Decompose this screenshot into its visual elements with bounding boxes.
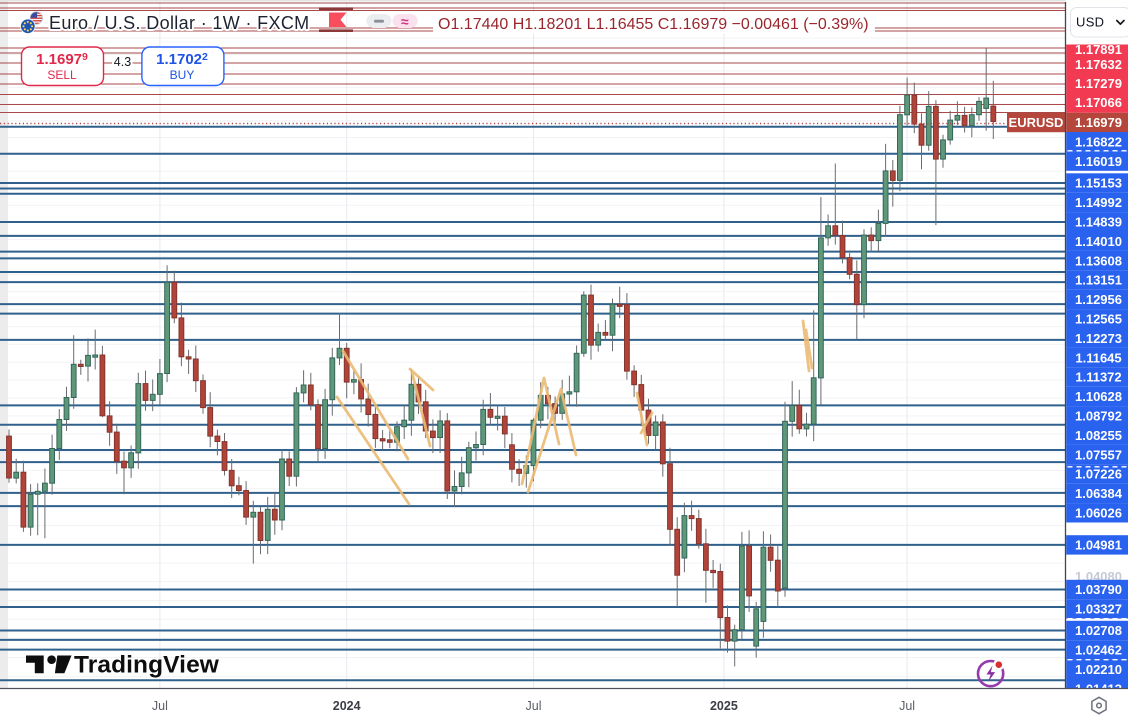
- svg-text:1.03790: 1.03790: [1075, 582, 1122, 597]
- svg-text:Jul: Jul: [152, 699, 168, 713]
- svg-text:1.17022: 1.17022: [156, 51, 208, 68]
- svg-text:1.17632: 1.17632: [1075, 57, 1122, 72]
- svg-text:1.04981: 1.04981: [1075, 538, 1122, 553]
- svg-text:USD: USD: [1076, 15, 1104, 30]
- svg-text:1.12273: 1.12273: [1075, 331, 1122, 346]
- svg-text:≈: ≈: [401, 14, 409, 30]
- svg-text:1.12565: 1.12565: [1075, 312, 1122, 327]
- svg-text:1.15153: 1.15153: [1075, 176, 1122, 191]
- svg-text:1.01413: 1.01413: [1075, 681, 1122, 696]
- svg-text:1.14992: 1.14992: [1075, 195, 1122, 210]
- svg-text:Jul: Jul: [899, 699, 915, 713]
- svg-text:Jul: Jul: [526, 699, 542, 713]
- svg-text:BUY: BUY: [170, 68, 195, 82]
- svg-text:1.16979: 1.16979: [1075, 115, 1122, 130]
- svg-text:1.16822: 1.16822: [1075, 134, 1122, 149]
- svg-text:2024: 2024: [333, 699, 361, 713]
- svg-text:Euro / U.S. Dollar · 1W · FXCM: Euro / U.S. Dollar · 1W · FXCM: [49, 13, 310, 33]
- svg-text:1.16979: 1.16979: [36, 51, 88, 68]
- svg-text:1.06384: 1.06384: [1075, 486, 1123, 501]
- svg-text:1.11645: 1.11645: [1075, 350, 1121, 365]
- svg-text:1.14010: 1.14010: [1075, 234, 1122, 249]
- svg-text:EURUSD: EURUSD: [1009, 115, 1064, 130]
- svg-text:1.16019: 1.16019: [1075, 154, 1122, 169]
- svg-text:1.02210: 1.02210: [1075, 662, 1122, 677]
- svg-text:1.13608: 1.13608: [1075, 253, 1122, 268]
- svg-text:1.03327: 1.03327: [1075, 602, 1122, 617]
- svg-text:1.17066: 1.17066: [1075, 95, 1122, 110]
- svg-text:1.14839: 1.14839: [1075, 215, 1122, 230]
- svg-text:1.07557: 1.07557: [1075, 447, 1122, 462]
- svg-text:O1.17440 H1.18201 L1.16455 C1.: O1.17440 H1.18201 L1.16455 C1.16979 −0.0…: [438, 16, 869, 33]
- svg-text:1.07226: 1.07226: [1075, 467, 1122, 482]
- svg-text:1.17891: 1.17891: [1075, 42, 1122, 57]
- svg-text:1.08792: 1.08792: [1075, 409, 1122, 424]
- svg-text:4.3: 4.3: [114, 55, 131, 69]
- svg-text:1.17279: 1.17279: [1075, 76, 1122, 91]
- svg-text:2025: 2025: [710, 699, 738, 713]
- svg-text:1.06026: 1.06026: [1075, 506, 1122, 521]
- svg-text:1.02708: 1.02708: [1075, 623, 1122, 638]
- svg-text:1.10628: 1.10628: [1075, 389, 1122, 404]
- svg-text:1.12956: 1.12956: [1075, 292, 1122, 307]
- svg-text:1.11372: 1.11372: [1075, 370, 1121, 385]
- svg-text:1.08255: 1.08255: [1075, 428, 1122, 443]
- svg-text:TradingView: TradingView: [74, 652, 220, 679]
- svg-text:1.02462: 1.02462: [1075, 643, 1122, 658]
- svg-text:SELL: SELL: [47, 68, 77, 82]
- svg-text:1.13151: 1.13151: [1075, 273, 1122, 288]
